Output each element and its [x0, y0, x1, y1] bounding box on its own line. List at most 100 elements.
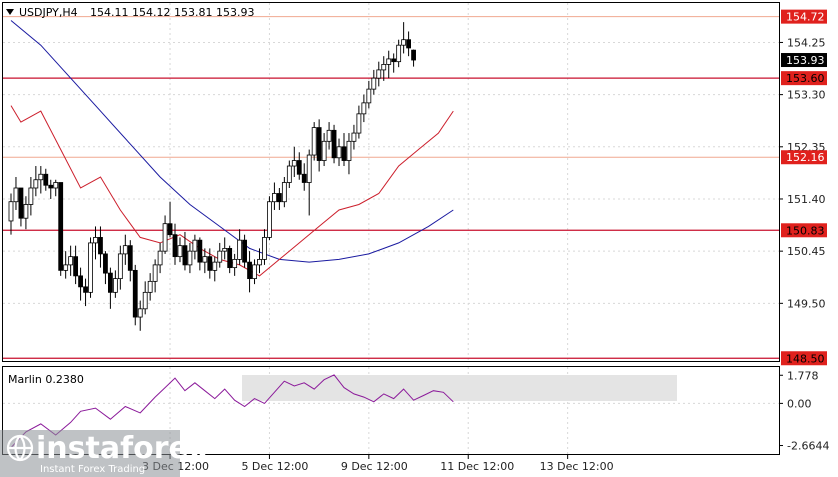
candle-body — [401, 39, 407, 46]
candle-body — [396, 44, 402, 63]
candle-body — [152, 264, 158, 282]
ma-slow-line — [10, 20, 454, 263]
oscillator-axis: 1.778 0.00 -2.6644 — [779, 369, 829, 453]
candle-body — [247, 261, 252, 280]
oscillator-grid — [3, 367, 779, 454]
candle-body — [53, 182, 59, 189]
watermark: instaforex Instant Forex Trading — [0, 430, 208, 477]
level-tag-bg — [781, 351, 827, 366]
price-tick-label: 151.40 — [787, 193, 826, 206]
watermark-brand: instaforex — [36, 431, 208, 466]
candle-body — [83, 286, 88, 293]
candle-body — [187, 250, 193, 266]
candle-body — [212, 261, 218, 271]
candle-body — [43, 173, 49, 186]
candle-body — [142, 291, 148, 310]
candle-body — [232, 258, 238, 269]
candle-body — [172, 234, 178, 258]
oscillator-tick-label: -2.6644 — [787, 440, 829, 453]
candle-body — [217, 250, 223, 263]
time-tick-label: 5 Dec 12:00 — [241, 460, 308, 473]
candle-body — [346, 140, 352, 161]
candle-body — [8, 201, 14, 222]
price-tick-label: 149.50 — [787, 297, 826, 310]
candle-body — [117, 253, 123, 280]
horizontal-levels — [3, 16, 779, 359]
candle-body — [252, 264, 257, 280]
candle-body — [227, 248, 233, 269]
candle-body — [301, 173, 307, 183]
candle-body — [33, 179, 39, 189]
candle-body — [281, 182, 287, 203]
triangle-down-icon[interactable] — [6, 9, 14, 15]
candle-body — [63, 264, 69, 271]
main-grid — [3, 3, 779, 361]
level-tag-label: 154.72 — [786, 11, 825, 24]
candle-body — [23, 204, 29, 219]
candle-body — [331, 129, 337, 159]
candle-body — [406, 39, 412, 49]
candle-body — [386, 58, 392, 65]
candle-body — [411, 49, 416, 61]
candle-body — [242, 239, 247, 263]
candle-body — [93, 237, 98, 244]
candle-body — [78, 275, 83, 288]
level-tag-bg — [781, 71, 827, 86]
candle-body — [112, 278, 118, 293]
candle-body — [262, 237, 267, 260]
price-tick-label: 154.25 — [787, 36, 826, 49]
candle-body — [341, 146, 347, 161]
candle-body — [316, 127, 322, 161]
candle-body — [68, 256, 74, 266]
candle-body — [18, 187, 24, 219]
candle-body — [132, 269, 138, 318]
candle-body — [13, 187, 19, 203]
candle-body — [108, 272, 113, 293]
candle-body — [291, 160, 297, 167]
candle-body — [157, 250, 163, 266]
time-tick-label: 13 Dec 12:00 — [540, 460, 614, 473]
candle-body — [103, 253, 108, 274]
oscillator-tick-label: 0.00 — [787, 397, 812, 410]
symbol-label: USDJPY,H4 — [19, 6, 78, 19]
level-tag-bg — [781, 150, 827, 165]
candle-body — [177, 245, 183, 258]
candle-body — [162, 223, 168, 252]
level-tag-bg — [781, 9, 827, 24]
candle-body — [122, 245, 128, 255]
candle-body — [296, 160, 302, 175]
oscillator-tick-label: 1.778 — [787, 369, 819, 382]
candle-body — [38, 173, 44, 181]
candle-body — [167, 223, 173, 236]
globe-icon — [6, 434, 34, 462]
watermark-tagline: Instant Forex Trading — [40, 464, 145, 475]
candle-body — [58, 182, 64, 271]
oscillator-band — [242, 375, 677, 401]
candle-body — [371, 77, 377, 90]
candle-body — [197, 239, 203, 263]
oscillator-title: Marlin 0.2380 — [8, 373, 84, 386]
current-price-label: 153.93 — [786, 54, 825, 67]
time-tick-label: 11 Dec 12:00 — [440, 460, 514, 473]
current-price-tag: 153.93 — [781, 53, 827, 68]
candle-body — [137, 308, 143, 318]
candle-body — [88, 242, 93, 293]
candle-body — [98, 237, 103, 255]
main-pane-frame — [2, 2, 780, 362]
level-tag-label: 148.50 — [786, 352, 825, 365]
level-tag-bg — [781, 223, 827, 238]
candle-body — [326, 129, 332, 142]
candlestick-series — [8, 22, 416, 331]
candle-body — [381, 64, 387, 71]
candle-body — [286, 165, 292, 183]
candle-body — [311, 127, 317, 156]
candle-body — [73, 256, 79, 277]
level-tag-label: 152.16 — [786, 151, 825, 164]
candle-body — [222, 248, 228, 252]
candle-body — [356, 113, 362, 134]
level-tag-label: 150.83 — [786, 224, 825, 237]
candle-body — [361, 102, 367, 115]
candle-body — [28, 187, 34, 205]
